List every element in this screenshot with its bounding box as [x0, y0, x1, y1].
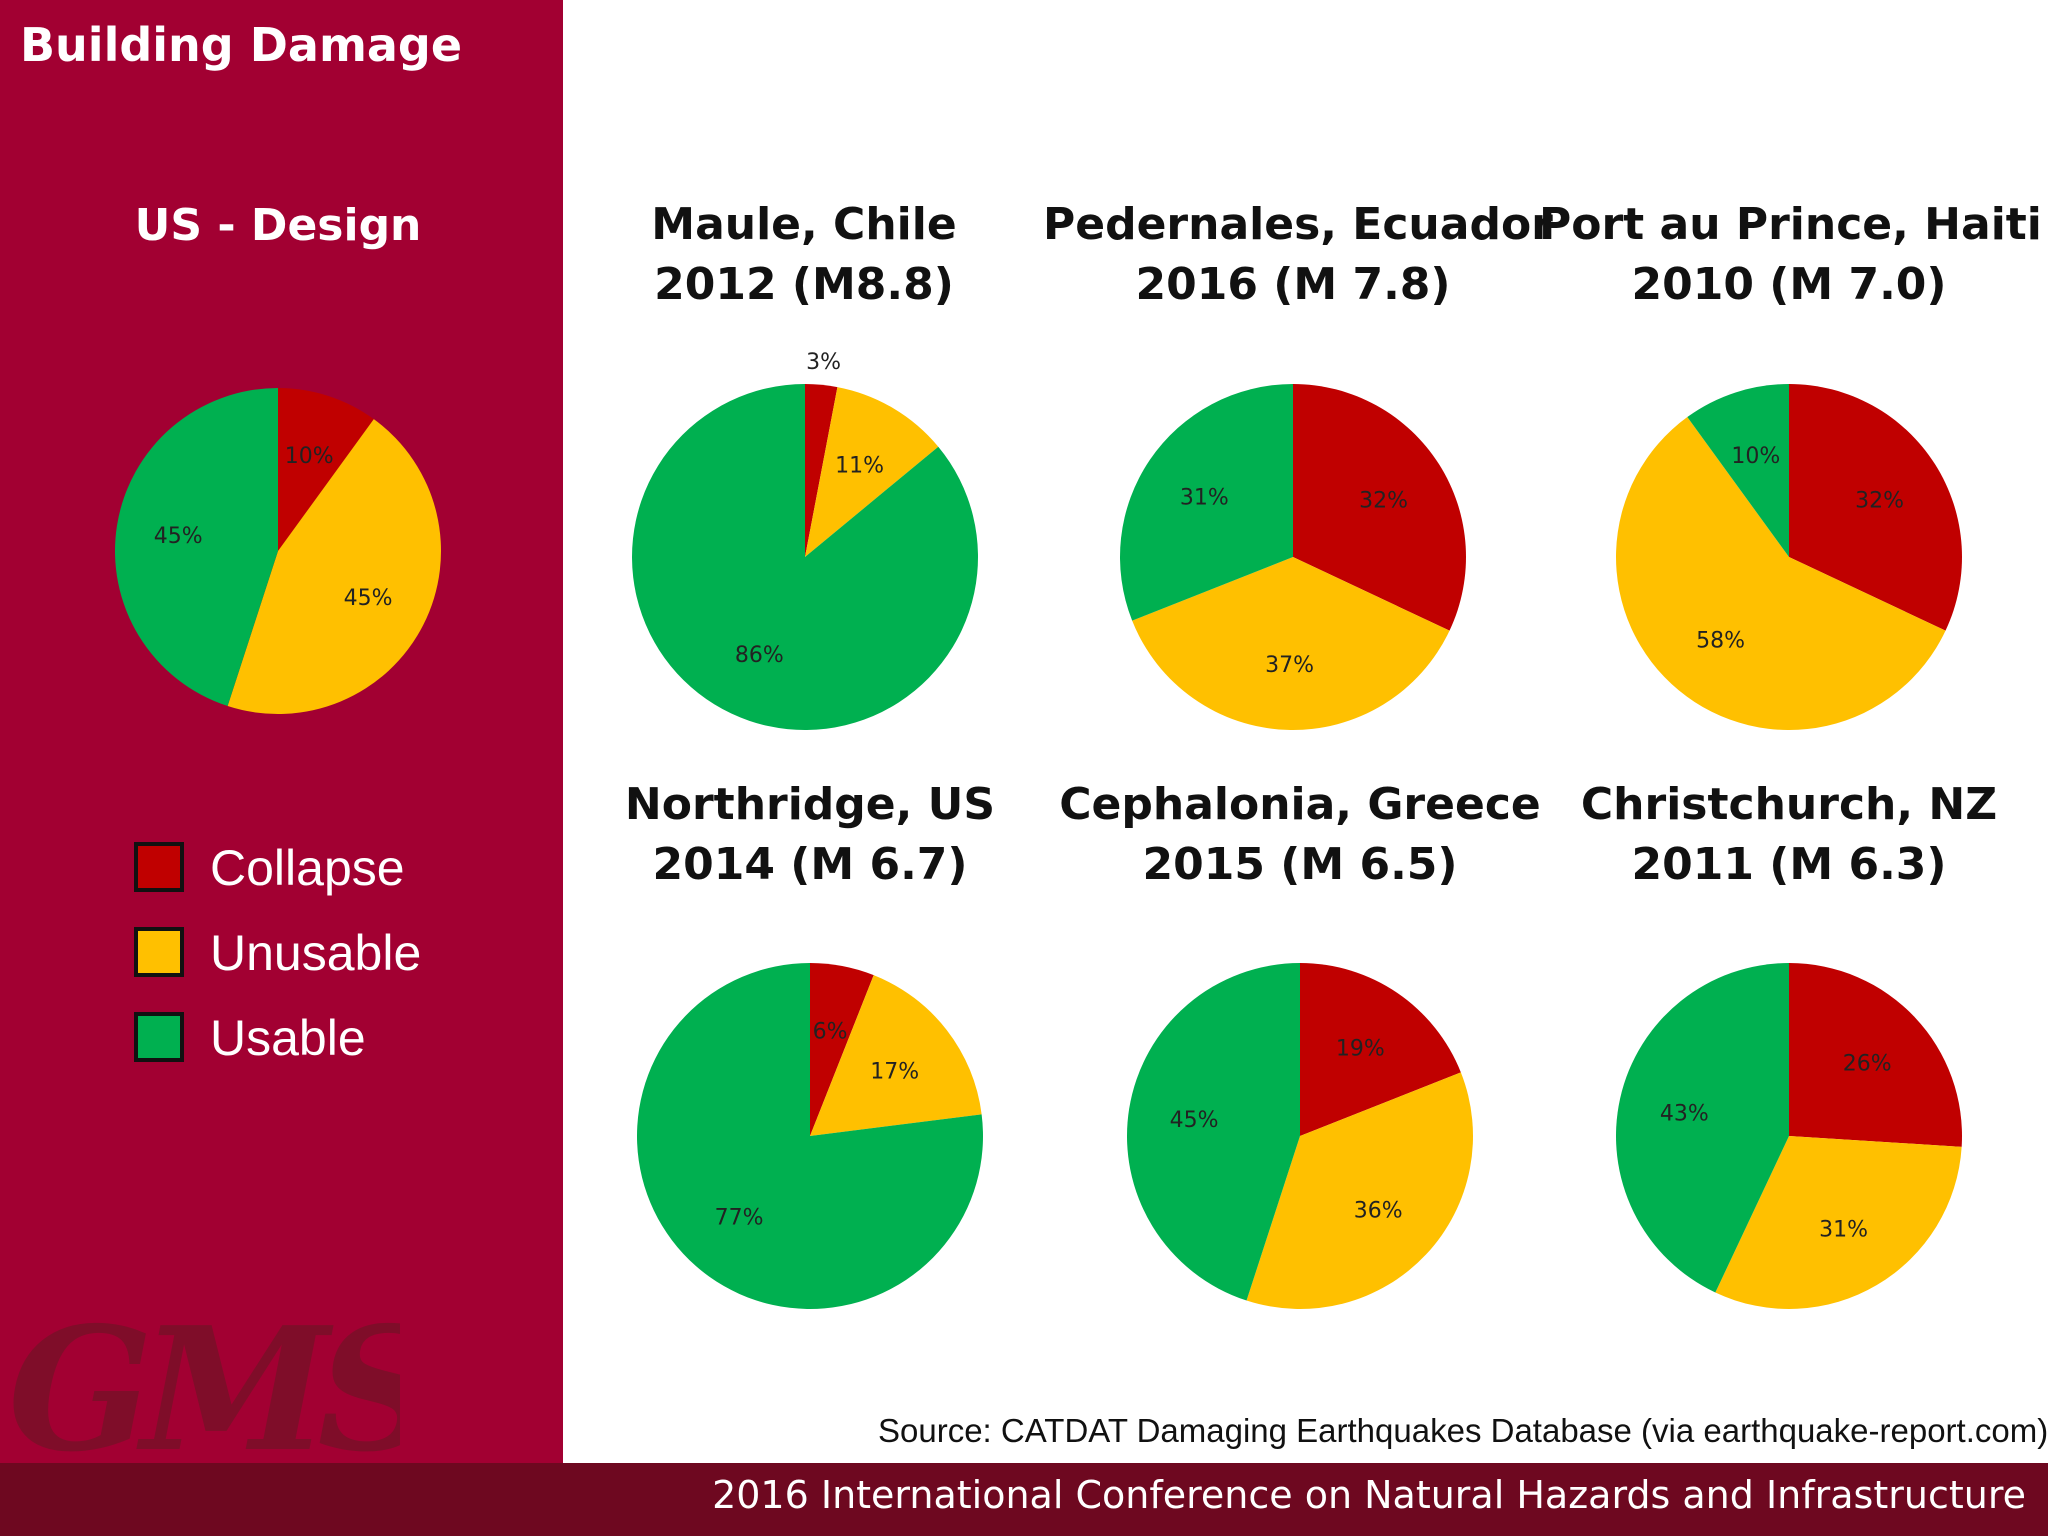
pie-slice-unusable — [1715, 1136, 1962, 1309]
chart-title-line: Port au Prince, Haiti — [1539, 199, 2042, 250]
legend-label-collapse: Collapse — [210, 840, 405, 896]
pie-label-collapse: 32% — [1855, 489, 1904, 514]
pie-label-unusable: 37% — [1265, 653, 1314, 678]
pie-chart-pedernales: 32% 37% 31% — [1120, 384, 1466, 730]
chart-title-pedernales: Pedernales, Ecuador 2016 (M 7.8) — [1043, 195, 1553, 315]
pie-slice-usable — [1616, 963, 1789, 1293]
pie-label-usable: 45% — [154, 524, 203, 549]
pie-label-unusable: 45% — [344, 586, 393, 611]
pie-label-unusable: 17% — [870, 1059, 919, 1084]
legend-item-unusable: Unusable — [134, 923, 534, 983]
sidebar-panel — [0, 0, 563, 1463]
legend-swatch-unusable — [134, 927, 184, 977]
chart-title-line: Maule, Chile — [651, 199, 957, 250]
pie-label-collapse: 32% — [1359, 489, 1408, 514]
pie-slice-usable — [632, 384, 978, 730]
pie-label-collapse: 6% — [813, 1020, 848, 1045]
chart-title-line: Northridge, US — [624, 779, 996, 830]
pie-slice-usable — [1687, 384, 1789, 557]
pie-chart-cephalonia: 19% 36% 45% — [1127, 963, 1473, 1309]
pie-label-usable: 86% — [735, 643, 784, 668]
legend-label-unusable: Unusable — [210, 925, 422, 981]
pie-slice-usable — [115, 388, 278, 707]
chart-title-us-design: US - Design — [134, 200, 422, 251]
chart-title-line: Pedernales, Ecuador — [1043, 199, 1553, 250]
chart-title-line: 2015 (M 6.5) — [1142, 839, 1458, 890]
pie-slice-collapse — [805, 384, 838, 557]
pie-label-usable: 45% — [1170, 1108, 1219, 1133]
pie-slice-collapse — [1300, 963, 1461, 1136]
pie-slice-collapse — [278, 388, 374, 551]
pie-slice-unusable — [1132, 557, 1450, 730]
chart-title-line: 2014 (M 6.7) — [652, 839, 968, 890]
chart-title-maule: Maule, Chile 2012 (M8.8) — [604, 195, 1004, 315]
pie-slice-usable — [1127, 963, 1300, 1301]
legend-label-usable: Usable — [210, 1010, 366, 1066]
pie-label-collapse: 19% — [1336, 1036, 1385, 1061]
pie-label-unusable: 36% — [1354, 1198, 1403, 1223]
pie-label-collapse: 3% — [806, 350, 841, 375]
pie-label-collapse: 10% — [285, 444, 334, 469]
pie-slice-usable — [1120, 384, 1293, 621]
legend-swatch-usable — [134, 1012, 184, 1062]
pie-slice-collapse — [810, 963, 874, 1136]
chart-title-port-au-prince: Port au Prince, Haiti 2010 (M 7.0) — [1539, 195, 2042, 315]
chart-title-line: Christchurch, NZ — [1580, 779, 1998, 830]
chart-title-line: Cephalonia, Greece — [1059, 779, 1541, 830]
pie-chart-christchurch: 26% 31% 43% — [1616, 963, 1962, 1309]
chart-title-cephalonia: Cephalonia, Greece 2015 (M 6.5) — [1050, 775, 1550, 895]
legend-item-usable: Usable — [134, 1008, 534, 1068]
footer-text: 2016 International Conference on Natural… — [712, 1473, 2026, 1517]
pie-label-usable: 77% — [715, 1205, 764, 1230]
pie-slice-collapse — [1293, 384, 1466, 631]
chart-title-northridge: Northridge, US 2014 (M 6.7) — [590, 775, 1030, 895]
legend-swatch-collapse — [134, 842, 184, 892]
source-citation: Source: CATDAT Damaging Earthquakes Data… — [878, 1412, 2048, 1449]
pie-slice-unusable — [1616, 417, 1946, 730]
chart-title-line: 2016 (M 7.8) — [1135, 259, 1451, 310]
footer-bar: 2016 International Conference on Natural… — [0, 1463, 2048, 1536]
pie-chart-port-au-prince: 32% 58% 10% — [1616, 384, 1962, 730]
pie-label-collapse: 26% — [1843, 1052, 1892, 1077]
pie-chart-maule: 3% 11% 86% — [632, 350, 978, 730]
pie-label-usable: 43% — [1660, 1102, 1709, 1127]
pie-slice-collapse — [1789, 963, 1962, 1147]
pie-label-unusable: 31% — [1819, 1217, 1868, 1242]
pie-slice-unusable — [1246, 1072, 1473, 1309]
pie-chart-us-design: 10% 45% 45% — [115, 388, 441, 714]
pie-slice-unusable — [227, 419, 441, 714]
pie-slice-collapse — [1789, 384, 1962, 631]
pie-slice-usable — [636, 963, 983, 1309]
chart-title-line: 2010 (M 7.0) — [1631, 259, 1947, 310]
pie-label-usable: 10% — [1731, 444, 1780, 469]
chart-title-line: 2011 (M 6.3) — [1631, 839, 1947, 890]
page-title: Building Damage — [20, 18, 463, 72]
pie-slice-unusable — [805, 387, 939, 557]
pie-label-unusable: 58% — [1696, 629, 1745, 654]
chart-title-line: 2012 (M8.8) — [654, 259, 954, 310]
pie-chart-northridge: 6% 17% 77% — [636, 963, 983, 1309]
gms-logo: GMS — [0, 1300, 400, 1460]
pie-label-unusable: 11% — [835, 454, 884, 479]
gms-logo-text: GMS — [8, 1300, 400, 1460]
pie-slice-unusable — [810, 975, 982, 1136]
pie-label-usable: 31% — [1180, 486, 1229, 511]
chart-title-christchurch: Christchurch, NZ 2011 (M 6.3) — [1539, 775, 2039, 895]
legend-item-collapse: Collapse — [134, 838, 534, 898]
